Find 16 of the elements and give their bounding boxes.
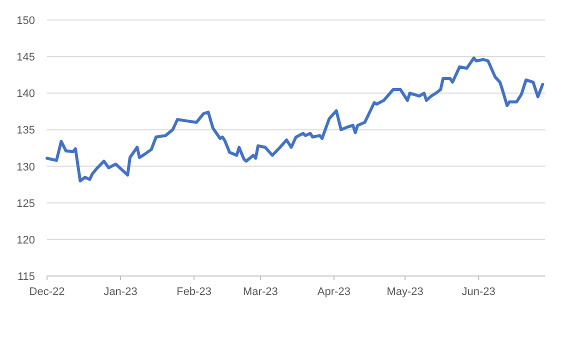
y-tick-label: 130 — [16, 161, 35, 174]
line-series — [46, 56, 544, 182]
y-tick-label: 120 — [16, 234, 35, 246]
y-tick-label: 150 — [16, 15, 35, 27]
x-tick-label: Jun-23 — [462, 286, 496, 298]
x-tick-label: Feb-23 — [176, 286, 212, 298]
y-tick-label: 115 — [17, 271, 35, 283]
x-tick-label: Apr-23 — [317, 286, 350, 298]
x-tick-label: Mar-23 — [243, 286, 278, 298]
x-tick-label: May-23 — [386, 286, 424, 298]
y-tick-label: 145 — [16, 52, 35, 64]
x-tick-label: Dec-22 — [29, 286, 65, 298]
y-tick-label: 135 — [16, 124, 35, 137]
x-tick-label: Jan-23 — [104, 286, 138, 298]
y-tick-label: 125 — [16, 198, 35, 210]
y-tick-label: 140 — [16, 88, 35, 100]
